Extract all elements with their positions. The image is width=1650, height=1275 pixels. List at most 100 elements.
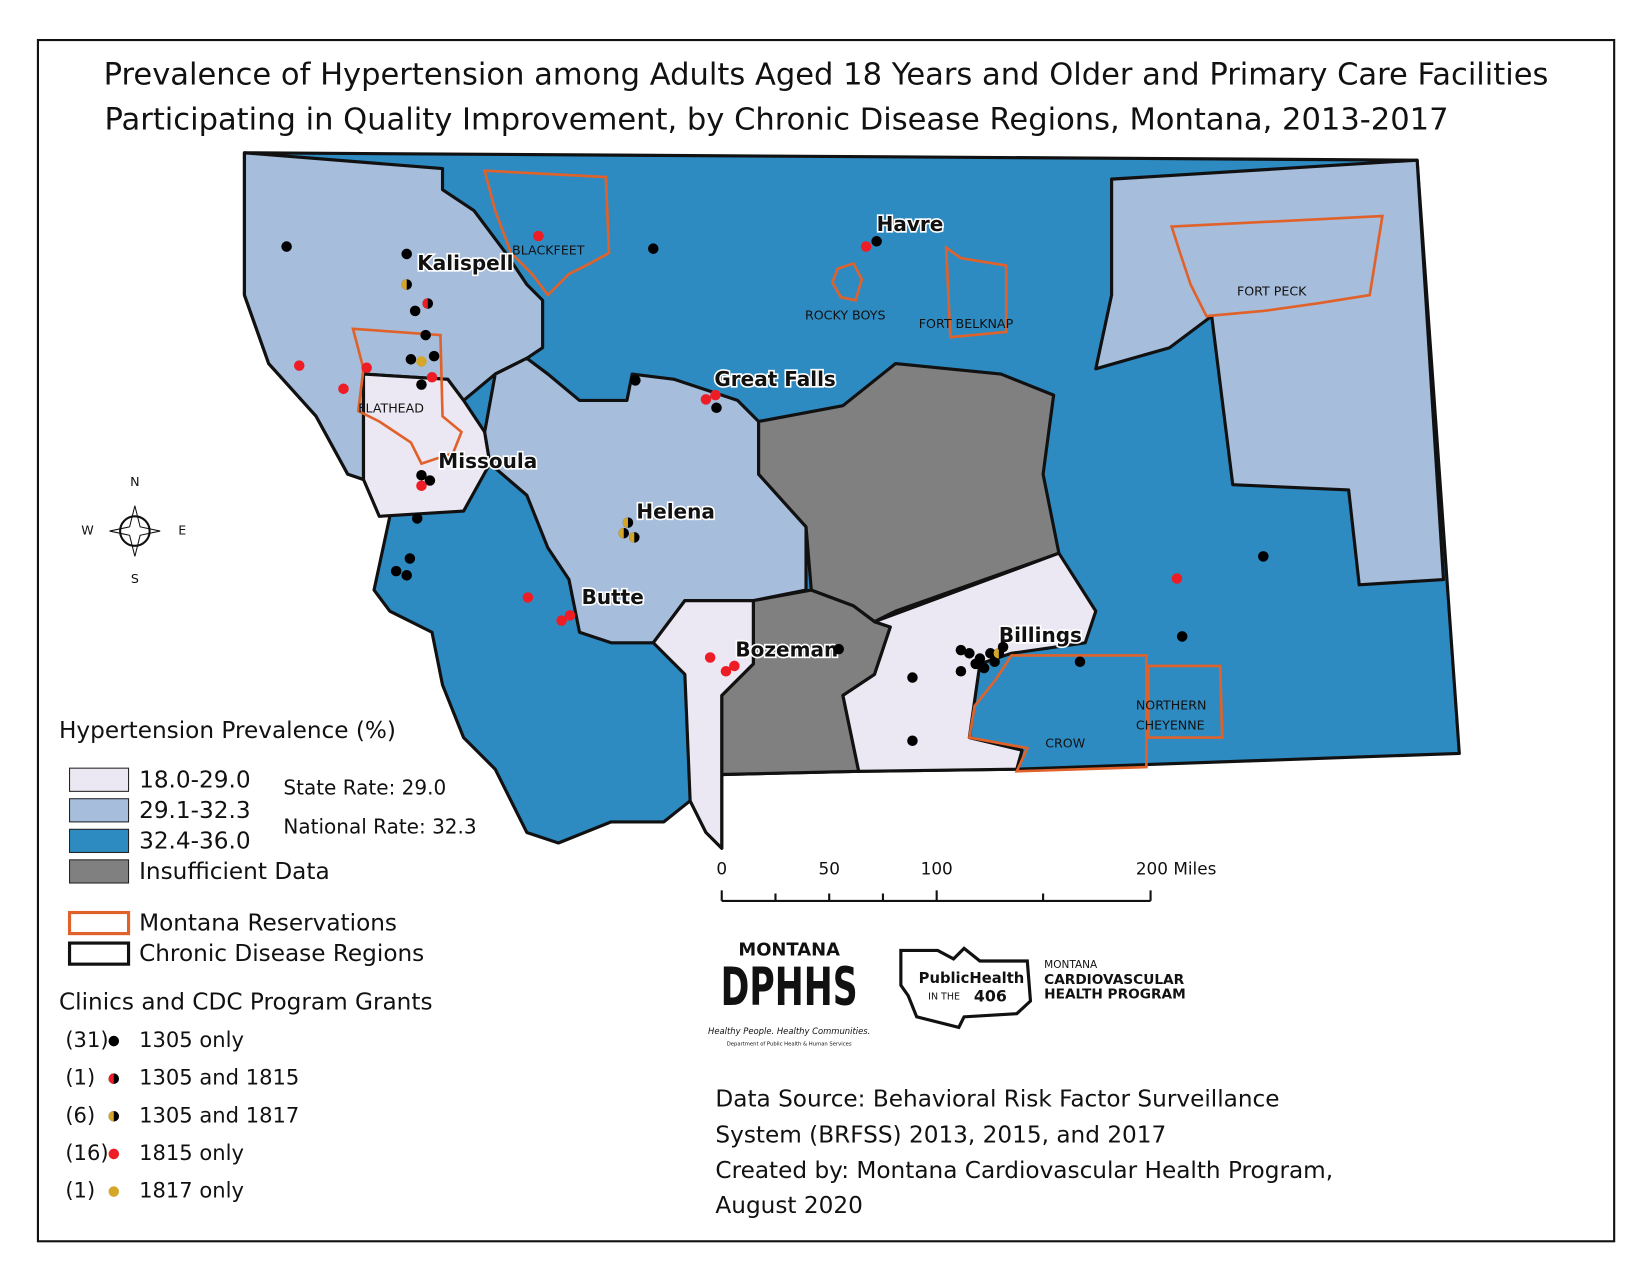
cvh-logo: PublicHealth IN THE 406 MONTANA CARDIOVA… (899, 946, 1186, 1030)
clinic-dot (1074, 656, 1086, 668)
clinic-dot (420, 329, 431, 341)
logo-text: MONTANA (1044, 959, 1098, 971)
clinic-dot-half (622, 517, 628, 528)
reservation-label: ROCKY BOYS (805, 308, 885, 323)
clinic-dot (409, 305, 421, 317)
legend-swatch (69, 859, 130, 884)
clinic-dot (281, 241, 292, 252)
legend-swatch (67, 910, 131, 936)
legend-label: Chronic Disease Regions (139, 940, 424, 967)
national-rate: National Rate: 32.3 (283, 815, 476, 839)
reservation-label: FORT BELKNAP (919, 316, 1014, 331)
compass-label: W (81, 523, 94, 538)
state-rate: State Rate: 29.0 (283, 776, 446, 800)
clinic-dot (907, 672, 918, 683)
legend-swatch (67, 941, 131, 966)
clinic-dot (630, 375, 641, 386)
clinic-dot (405, 354, 417, 365)
legend-swatch (69, 767, 130, 792)
clinic-dot (361, 362, 372, 374)
clinic-dot (978, 662, 990, 674)
clinic-dot (1176, 631, 1188, 642)
clinic-dot-half (629, 532, 635, 543)
clinic-dot (704, 652, 716, 663)
clinic-dot (416, 379, 427, 390)
legend: Hypertension Prevalence (%) 18.0-29.0 29… (59, 717, 477, 1016)
clinic-dot (710, 389, 721, 401)
reservation-label: CHEYENNE (1136, 718, 1205, 733)
logo-text: 406 (974, 986, 1007, 1005)
clinic-count: (6) (65, 1102, 95, 1127)
clinic-dot (338, 383, 349, 395)
reservation (830, 261, 864, 302)
clinic-dot (108, 1148, 120, 1160)
logo-text: Department of Public Health & Human Serv… (727, 1042, 852, 1048)
clinic-dot (424, 475, 436, 486)
clinic-dot (411, 513, 423, 524)
dphhs-logo: MONTANA DPHHS Healthy People. Healthy Co… (708, 939, 870, 1047)
logo-text: HEALTH PROGRAM (1044, 987, 1186, 1003)
clinic-dot (401, 248, 412, 260)
frame (36, 38, 1616, 1243)
clinic-label: 1305 and 1815 (139, 1065, 299, 1090)
logo-text: CARDIOVASCULAR (1044, 972, 1184, 988)
scale-label: 0 (716, 858, 727, 878)
region (841, 551, 1098, 773)
reservation (967, 654, 1148, 773)
reservation (482, 169, 611, 298)
logo-text: PublicHealth (919, 970, 1025, 987)
logo-text: MONTANA (738, 939, 840, 960)
clinic-dot (522, 592, 534, 603)
city-label: Great Falls (714, 367, 835, 391)
city-label: Helena (636, 500, 714, 524)
clinic-count: (31) (65, 1027, 108, 1052)
clinic-dot (871, 236, 882, 247)
legend-label: 18.0-29.0 (139, 766, 251, 793)
city-label: Havre (877, 212, 944, 236)
reservation-label: NORTHERN (1136, 697, 1207, 712)
clinic-dot-half (108, 1073, 114, 1084)
scale-label: 100 (921, 858, 953, 878)
clinic-dot (700, 394, 712, 405)
clinic-dot (108, 1186, 120, 1197)
reservation-label: FORT PECK (1237, 283, 1307, 298)
legend-swatch (69, 828, 130, 853)
city-label: Bozeman (735, 638, 838, 662)
reservation (944, 244, 1008, 339)
title-line: Prevalence of Hypertension among Adults … (104, 57, 1549, 92)
clinic-dot (556, 615, 567, 626)
city-label: Butte (582, 585, 644, 609)
clinic-dot (711, 402, 722, 414)
clinic-label: 1817 only (139, 1178, 244, 1203)
clinic-dot (564, 610, 576, 621)
city-label: Kalispell (417, 251, 513, 275)
clinic-dot (416, 469, 427, 481)
compass-label: E (178, 523, 186, 538)
city-label: Billings (999, 623, 1082, 647)
logo-text: Healthy People. Healthy Communities. (708, 1026, 870, 1036)
clinic-dot-half (422, 298, 428, 309)
clinic-dot (533, 230, 544, 242)
clinic-count: (1) (65, 1178, 95, 1203)
legend-label: Montana Reservations (139, 910, 397, 937)
compass-label: N (130, 474, 139, 489)
scale-label: 50 (818, 858, 839, 878)
compass-rose (119, 515, 151, 547)
clinic-dot (997, 641, 1009, 653)
source-line: System (BRFSS) 2013, 2015, and 2017 (715, 1121, 1166, 1148)
clinic-dot (729, 660, 740, 672)
source-line: August 2020 (715, 1192, 862, 1219)
clinic-dot (293, 360, 305, 371)
source-line: Data Source: Behavioral Risk Factor Surv… (715, 1086, 1279, 1113)
clinic-dot-half (401, 279, 407, 290)
clinic-dot (833, 643, 844, 655)
legend-swatch (69, 798, 130, 823)
city-label: Missoula (438, 449, 537, 473)
clinic-dot (401, 570, 412, 581)
clinic-dot (108, 1035, 120, 1047)
clinic-dot (416, 356, 427, 367)
source-note: Data Source: Behavioral Risk Factor Surv… (715, 1086, 1333, 1219)
legend-title: Clinics and CDC Program Grants (59, 989, 433, 1016)
scale-bar: 0 50 100 200 Miles (716, 858, 1216, 902)
